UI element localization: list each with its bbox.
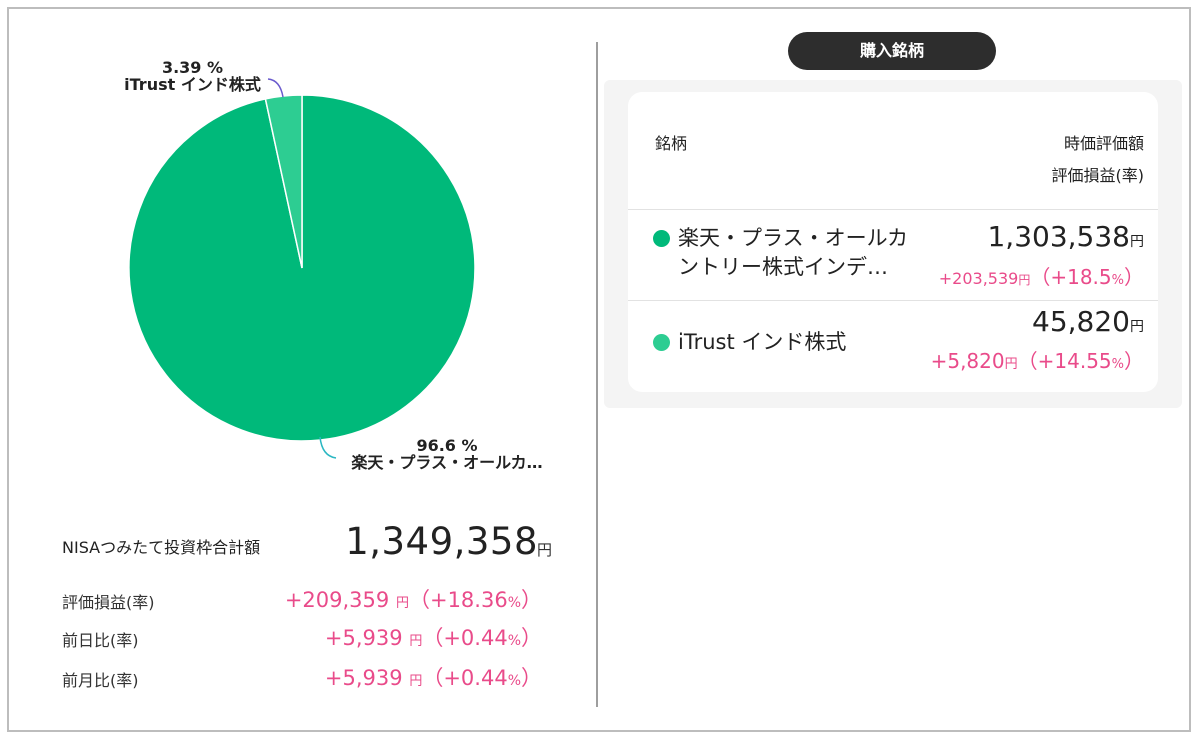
leader-line-itrust — [267, 78, 284, 98]
fund-market-value: 45,820円 — [1032, 305, 1144, 338]
stat-value: +209,359 円（+18.36%） — [284, 588, 542, 612]
fund-row-itrust[interactable]: iTrust インド株式 45,820円 +5,820円（+14.55%） — [628, 301, 1158, 391]
pie-label-percent: 3.39 % — [161, 58, 224, 77]
fund-name: 楽天・プラス・オールカ ントリー株式インデ… — [678, 226, 908, 279]
pie-label-itrust: 3.39 % iTrust インド株式 — [110, 58, 275, 94]
stat-row-day-change: 前日比(率) +5,939 円（+0.44%） — [62, 622, 542, 652]
total-value: 1,349,358 — [345, 520, 538, 563]
fund-color-dot — [653, 334, 670, 351]
fund-gain: +5,820円（+14.55%） — [930, 349, 1144, 373]
total-unit: 円 — [536, 541, 552, 559]
stat-row-unrealized-gain: 評価損益(率) +209,359 円（+18.36%） — [62, 584, 542, 614]
stat-label: 前日比(率) — [62, 631, 139, 650]
pie-slice-1[interactable] — [264, 94, 303, 269]
total-label: NISAつみたて投資枠合計額 — [62, 538, 261, 557]
holdings-title-tab[interactable]: 購入銘柄 — [788, 32, 996, 70]
fund-row-rakuten[interactable]: 楽天・プラス・オールカ ントリー株式インデ… 1,303,538円 +203,53… — [628, 210, 1158, 300]
row-separator — [628, 300, 1158, 301]
pie-label-percent: 96.6 % — [416, 436, 478, 455]
header-separator — [628, 209, 1158, 210]
stat-label: 評価損益(率) — [62, 593, 155, 612]
fund-market-value: 1,303,538円 — [987, 220, 1144, 253]
pie-label-name: iTrust インド株式 — [124, 74, 261, 94]
fund-color-dot — [653, 230, 670, 247]
stat-label: 前月比(率) — [62, 671, 139, 690]
pie-label-rakuten: 96.6 % 楽天・プラス・オールカ… — [332, 436, 562, 472]
allocation-pie-chart — [128, 78, 476, 459]
column-header-market-value: 時価評価額 — [1063, 134, 1144, 153]
column-header-gain: 評価損益(率) — [1051, 166, 1145, 185]
pie-label-name: 楽天・プラス・オールカ… — [351, 452, 543, 472]
stat-value: +5,939 円（+0.44%） — [324, 666, 542, 690]
fund-gain: +203,539円（+18.5%） — [938, 265, 1144, 289]
fund-name: iTrust インド株式 — [678, 330, 847, 354]
vertical-divider — [596, 42, 598, 707]
leader-line-rakuten — [319, 436, 337, 459]
stat-value: +5,939 円（+0.44%） — [324, 626, 542, 650]
holdings-card: 銘柄 時価評価額 評価損益(率) 楽天・プラス・オールカ ントリー株式インデ… 1… — [628, 92, 1158, 392]
stat-row-month-change: 前月比(率) +5,939 円（+0.44%） — [62, 662, 542, 692]
column-header-fund: 銘柄 — [655, 134, 688, 153]
nisa-total-row: NISAつみたて投資枠合計額 1,349,358 円 — [62, 520, 552, 570]
